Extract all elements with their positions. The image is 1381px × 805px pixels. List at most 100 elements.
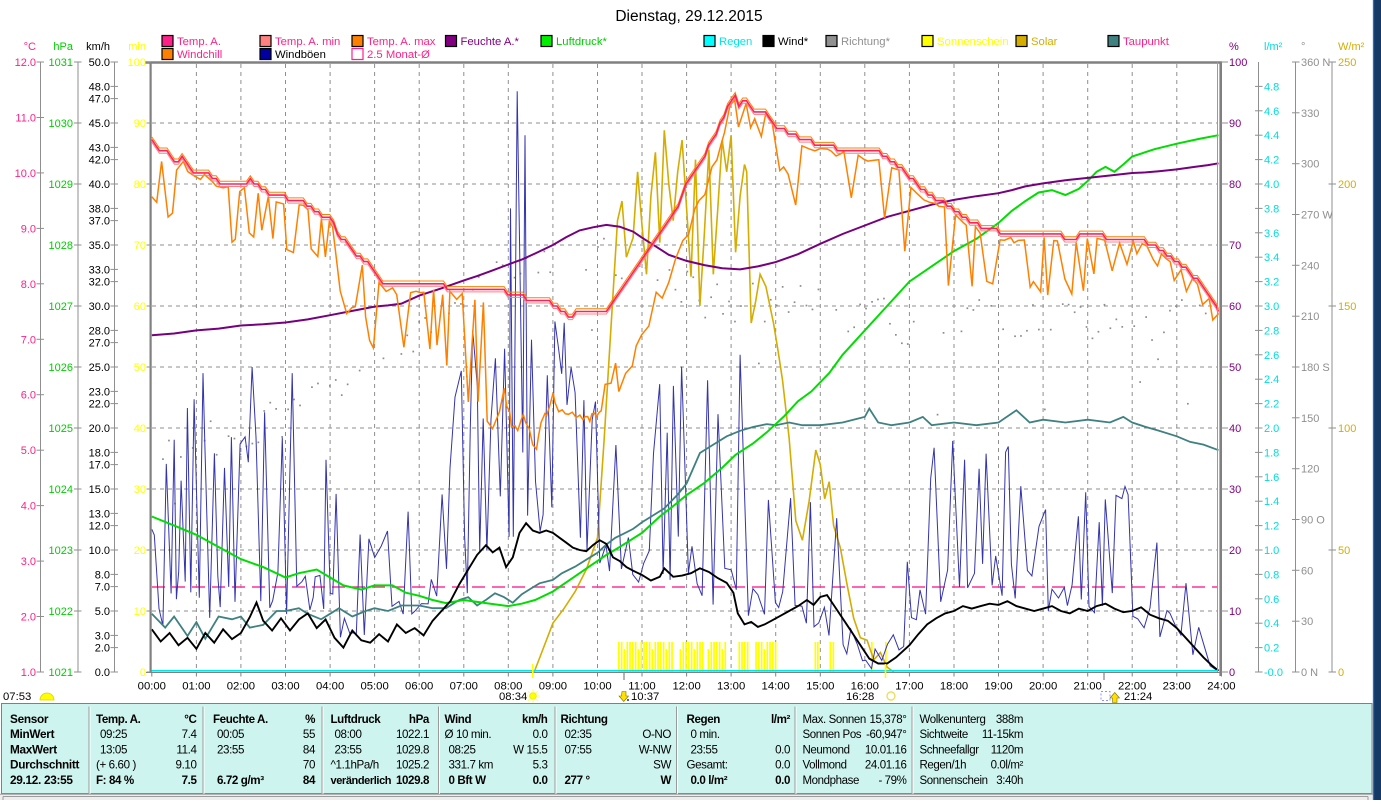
svg-text:11.4: 11.4	[176, 743, 197, 756]
svg-text:Feuchte A.: Feuchte A.	[213, 713, 268, 726]
svg-text:km/h: km/h	[86, 41, 110, 53]
svg-text:4.0: 4.0	[21, 501, 36, 513]
svg-text:1022.1: 1022.1	[396, 728, 429, 741]
svg-text:150: 150	[1338, 301, 1356, 313]
svg-text:19:00: 19:00	[984, 681, 1012, 693]
svg-text:5.0: 5.0	[95, 606, 110, 618]
svg-text:Luftdruck: Luftdruck	[331, 713, 382, 726]
svg-text:10: 10	[134, 606, 146, 618]
svg-text:0.0 l/m²: 0.0 l/m²	[691, 774, 728, 787]
svg-text:1027: 1027	[49, 301, 73, 313]
svg-text:50: 50	[1229, 362, 1241, 374]
svg-text:07:53: 07:53	[3, 691, 31, 703]
svg-text:0.0: 0.0	[775, 759, 790, 772]
svg-text:Richtung: Richtung	[561, 713, 608, 726]
svg-text:1031: 1031	[49, 57, 73, 69]
svg-text:Max. Sonnen: Max. Sonnen	[803, 714, 866, 726]
svg-text:Solar: Solar	[1031, 36, 1058, 48]
svg-text:1120m: 1120m	[991, 744, 1023, 756]
svg-text:3:40h: 3:40h	[996, 775, 1023, 787]
svg-text:1029.8: 1029.8	[396, 774, 430, 787]
svg-text:80: 80	[134, 179, 146, 191]
svg-text:01:00: 01:00	[182, 681, 210, 693]
svg-text:O-NO: O-NO	[642, 728, 671, 741]
svg-text:1029: 1029	[49, 179, 73, 191]
svg-text:Temp. A.: Temp. A.	[177, 36, 221, 48]
svg-text:02:00: 02:00	[227, 681, 255, 693]
svg-text:330: 330	[1301, 108, 1319, 120]
svg-text:1.8: 1.8	[1264, 447, 1279, 459]
svg-text:70: 70	[303, 759, 315, 772]
svg-text:0: 0	[1229, 667, 1235, 679]
svg-text:388m: 388m	[996, 714, 1023, 726]
svg-text:1026: 1026	[49, 362, 73, 374]
svg-text:°: °	[1301, 41, 1305, 53]
svg-text:38.0: 38.0	[89, 203, 110, 215]
svg-text:40: 40	[134, 423, 146, 435]
svg-text:hPa: hPa	[409, 713, 430, 726]
svg-text:1022: 1022	[49, 606, 73, 618]
svg-text:0: 0	[1338, 667, 1344, 679]
svg-text:W 15.5: W 15.5	[513, 743, 547, 756]
svg-text:7.0: 7.0	[21, 334, 36, 346]
svg-text:Durchschnitt: Durchschnitt	[10, 758, 80, 772]
svg-text:20:00: 20:00	[1029, 681, 1057, 693]
svg-text:2.2: 2.2	[1264, 399, 1279, 411]
svg-text:7.4: 7.4	[182, 728, 198, 741]
svg-text:Mondphase: Mondphase	[803, 775, 860, 787]
svg-text:3.0: 3.0	[95, 630, 110, 642]
svg-text:277 °: 277 °	[565, 774, 591, 787]
svg-text:4.8: 4.8	[1264, 81, 1279, 93]
svg-text:Temp. A.: Temp. A.	[96, 713, 141, 726]
svg-text:07:00: 07:00	[450, 681, 478, 693]
svg-text:15:00: 15:00	[806, 681, 834, 693]
svg-text:16:28: 16:28	[846, 691, 874, 703]
svg-text:1025.2: 1025.2	[396, 759, 429, 772]
svg-text:2.5 Monat-Ø: 2.5 Monat-Ø	[367, 49, 430, 61]
svg-text:08:00: 08:00	[335, 728, 362, 741]
svg-text:84: 84	[303, 743, 316, 756]
svg-text:40.0: 40.0	[89, 179, 110, 191]
svg-text:90: 90	[134, 118, 146, 130]
svg-text:1021: 1021	[49, 667, 73, 679]
svg-text:43.0: 43.0	[89, 142, 110, 154]
svg-text:06:00: 06:00	[405, 681, 433, 693]
svg-text:6.72 g/m³: 6.72 g/m³	[217, 774, 264, 787]
svg-text:60: 60	[134, 301, 146, 313]
svg-text:l/m²: l/m²	[1264, 41, 1283, 53]
svg-text:0.2: 0.2	[1264, 643, 1279, 655]
svg-text:Sichtweite: Sichtweite	[920, 729, 968, 741]
svg-text:28.0: 28.0	[89, 325, 110, 337]
svg-text:3.0: 3.0	[21, 556, 36, 568]
svg-text:17.0: 17.0	[89, 460, 110, 472]
svg-text:1024: 1024	[49, 484, 73, 496]
svg-text:1029.8: 1029.8	[396, 743, 429, 756]
svg-text:50: 50	[1338, 545, 1350, 557]
svg-text:4.2: 4.2	[1264, 155, 1279, 167]
svg-text:04:00: 04:00	[316, 681, 344, 693]
svg-text:100: 100	[1229, 57, 1247, 69]
svg-text:MaxWert: MaxWert	[10, 742, 57, 756]
svg-text:23:00: 23:00	[1163, 681, 1191, 693]
svg-text:80: 80	[1229, 179, 1241, 191]
svg-text:4.6: 4.6	[1264, 106, 1279, 118]
svg-text:40: 40	[1229, 423, 1241, 435]
svg-text:min: min	[128, 41, 146, 53]
svg-text:20: 20	[1229, 545, 1241, 557]
svg-text:°C: °C	[24, 41, 36, 53]
svg-text:35.0: 35.0	[89, 240, 110, 252]
svg-text:Luftdruck*: Luftdruck*	[556, 36, 607, 48]
svg-text:4.0: 4.0	[1264, 179, 1279, 191]
svg-text:Windböen: Windböen	[275, 49, 326, 61]
svg-text:210: 210	[1301, 311, 1319, 323]
svg-text:12:00: 12:00	[672, 681, 700, 693]
svg-text:3.6: 3.6	[1264, 228, 1279, 240]
svg-text:00:00: 00:00	[138, 681, 166, 693]
svg-text:0.0l/m²: 0.0l/m²	[991, 760, 1024, 772]
svg-text:1.0: 1.0	[1264, 545, 1279, 557]
svg-text:SW: SW	[653, 759, 671, 772]
svg-text:10: 10	[1229, 606, 1241, 618]
svg-text:11:00: 11:00	[628, 681, 655, 693]
svg-text:°C: °C	[184, 713, 197, 726]
svg-text:Sonnenschein: Sonnenschein	[920, 775, 988, 787]
